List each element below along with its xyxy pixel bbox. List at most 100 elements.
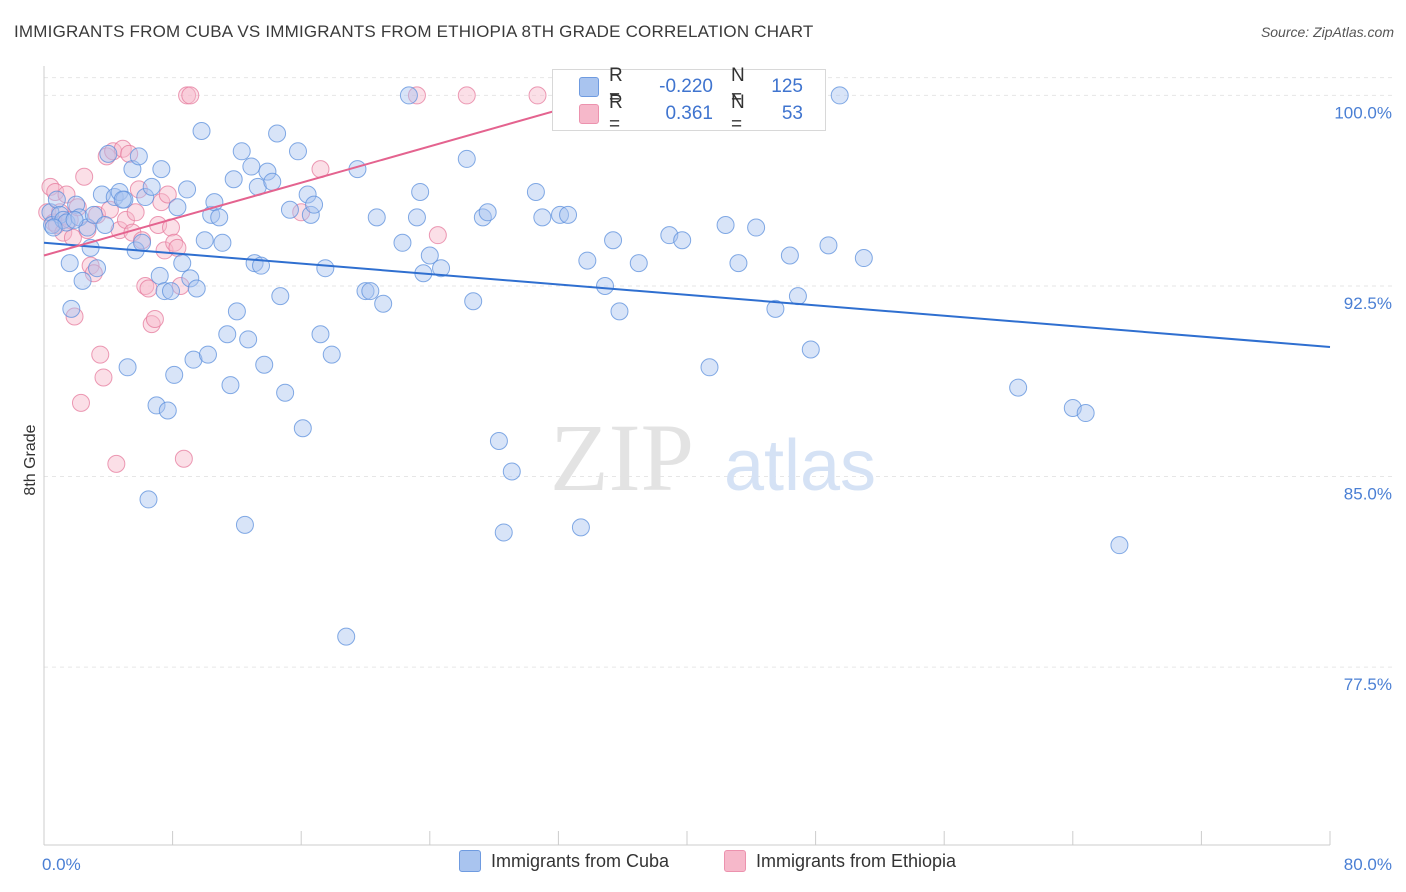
cuba-point bbox=[356, 282, 375, 301]
cuba-point bbox=[1009, 378, 1028, 397]
cuba-point bbox=[139, 490, 158, 509]
cuba-point bbox=[268, 124, 287, 143]
r-label: R = bbox=[609, 92, 623, 135]
ethiopia-point bbox=[75, 167, 94, 186]
cuba-point bbox=[136, 188, 155, 207]
cuba-point bbox=[168, 198, 187, 217]
cuba-point bbox=[62, 299, 81, 318]
cuba-point bbox=[367, 208, 386, 227]
cuba-point bbox=[411, 182, 430, 201]
cuba-trendline bbox=[43, 241, 1331, 348]
cuba-point bbox=[184, 350, 203, 369]
cuba-point bbox=[420, 246, 439, 265]
cuba-point bbox=[224, 170, 243, 189]
stats-legend: R = -0.220 N = 125 R = 0.361 N = 53 bbox=[552, 65, 826, 135]
cuba-point bbox=[65, 210, 84, 229]
cuba-point bbox=[700, 358, 719, 377]
cuba-point bbox=[195, 231, 214, 250]
ethiopia-point bbox=[174, 449, 193, 468]
cuba-point bbox=[181, 269, 200, 288]
cuba-point bbox=[227, 302, 246, 321]
cuba-point bbox=[374, 294, 393, 313]
y-axis-label: 8th Grade bbox=[22, 424, 39, 495]
cuba-point bbox=[133, 233, 152, 252]
cuba-point bbox=[84, 205, 103, 224]
cuba-point bbox=[198, 345, 217, 364]
ethiopia-point bbox=[171, 276, 190, 295]
cuba-point bbox=[142, 177, 161, 196]
cuba-point bbox=[1076, 404, 1095, 423]
ethiopia-point bbox=[126, 203, 145, 222]
y-tick-label: 77.5% bbox=[1344, 675, 1392, 694]
cuba-point bbox=[173, 254, 192, 273]
cuba-point bbox=[235, 515, 254, 534]
cuba-point bbox=[301, 205, 320, 224]
cuba-point bbox=[113, 190, 132, 209]
cuba-point bbox=[854, 249, 873, 268]
cuba-point bbox=[393, 233, 412, 252]
series-legend: Immigrants from Cuba Immigrants from Eth… bbox=[0, 850, 1406, 878]
cuba-point bbox=[494, 523, 513, 542]
n-value: 125 bbox=[771, 76, 803, 97]
ethiopia-legend-swatch bbox=[724, 850, 746, 872]
cuba-point bbox=[178, 180, 197, 199]
cuba-point bbox=[210, 208, 229, 227]
cuba-point bbox=[165, 365, 184, 384]
ethiopia-point bbox=[165, 233, 184, 252]
ethiopia-point bbox=[71, 393, 90, 412]
cuba-point bbox=[150, 266, 169, 285]
cuba-point bbox=[280, 200, 299, 219]
cuba-point bbox=[337, 627, 356, 646]
cuba-point bbox=[213, 233, 232, 252]
ethiopia-point bbox=[46, 182, 65, 201]
cuba-point bbox=[596, 276, 615, 295]
cuba-point bbox=[187, 279, 206, 298]
cuba-point bbox=[432, 259, 451, 278]
cuba-point bbox=[399, 86, 418, 105]
legend-item-ethiopia[interactable]: Immigrants from Ethiopia bbox=[724, 850, 956, 872]
cuba-points bbox=[41, 86, 1129, 646]
cuba-point bbox=[604, 231, 623, 250]
y-tick-label: 92.5% bbox=[1344, 294, 1392, 313]
cuba-point bbox=[559, 205, 578, 224]
watermark: ZIP atlas bbox=[550, 404, 876, 511]
cuba-point bbox=[457, 149, 476, 168]
cuba-point bbox=[533, 208, 552, 227]
cuba-point bbox=[271, 287, 290, 306]
y-tick-label: 100.0% bbox=[1334, 103, 1392, 122]
cuba-point bbox=[801, 340, 820, 359]
cuba-point bbox=[502, 462, 521, 481]
legend-label-cuba: Immigrants from Cuba bbox=[491, 850, 670, 871]
cuba-point bbox=[788, 287, 807, 306]
ethiopia-point bbox=[181, 86, 200, 105]
source-credit: Source: ZipAtlas.com bbox=[1260, 24, 1394, 40]
ethiopia-swatch bbox=[579, 104, 599, 124]
ethiopia-point bbox=[107, 454, 126, 473]
cuba-point bbox=[571, 518, 590, 537]
cuba-point bbox=[88, 259, 107, 278]
cuba-point bbox=[293, 419, 312, 438]
cuba-point bbox=[96, 216, 115, 234]
cuba-point bbox=[526, 182, 545, 201]
r-value: 0.361 bbox=[665, 103, 713, 124]
cuba-point bbox=[610, 302, 629, 321]
cuba-point bbox=[305, 195, 324, 214]
cuba-point bbox=[747, 218, 766, 237]
r-label: R = bbox=[609, 65, 623, 108]
cuba-point bbox=[118, 358, 137, 377]
cuba-point bbox=[819, 236, 838, 255]
legend-item-cuba[interactable]: Immigrants from Cuba bbox=[459, 850, 669, 872]
axes bbox=[43, 66, 1331, 846]
r-value: -0.220 bbox=[659, 76, 713, 97]
cuba-point bbox=[129, 147, 148, 166]
legend-label-ethiopia: Immigrants from Ethiopia bbox=[756, 850, 957, 871]
ethiopia-point bbox=[158, 185, 177, 204]
cuba-point bbox=[99, 144, 118, 163]
cuba-point bbox=[161, 282, 180, 301]
cuba-point bbox=[263, 172, 282, 191]
cuba-point bbox=[322, 345, 341, 364]
cuba-point bbox=[766, 299, 785, 318]
n-label: N = bbox=[731, 65, 745, 108]
cuba-legend-swatch bbox=[459, 850, 481, 872]
cuba-point bbox=[673, 231, 692, 250]
